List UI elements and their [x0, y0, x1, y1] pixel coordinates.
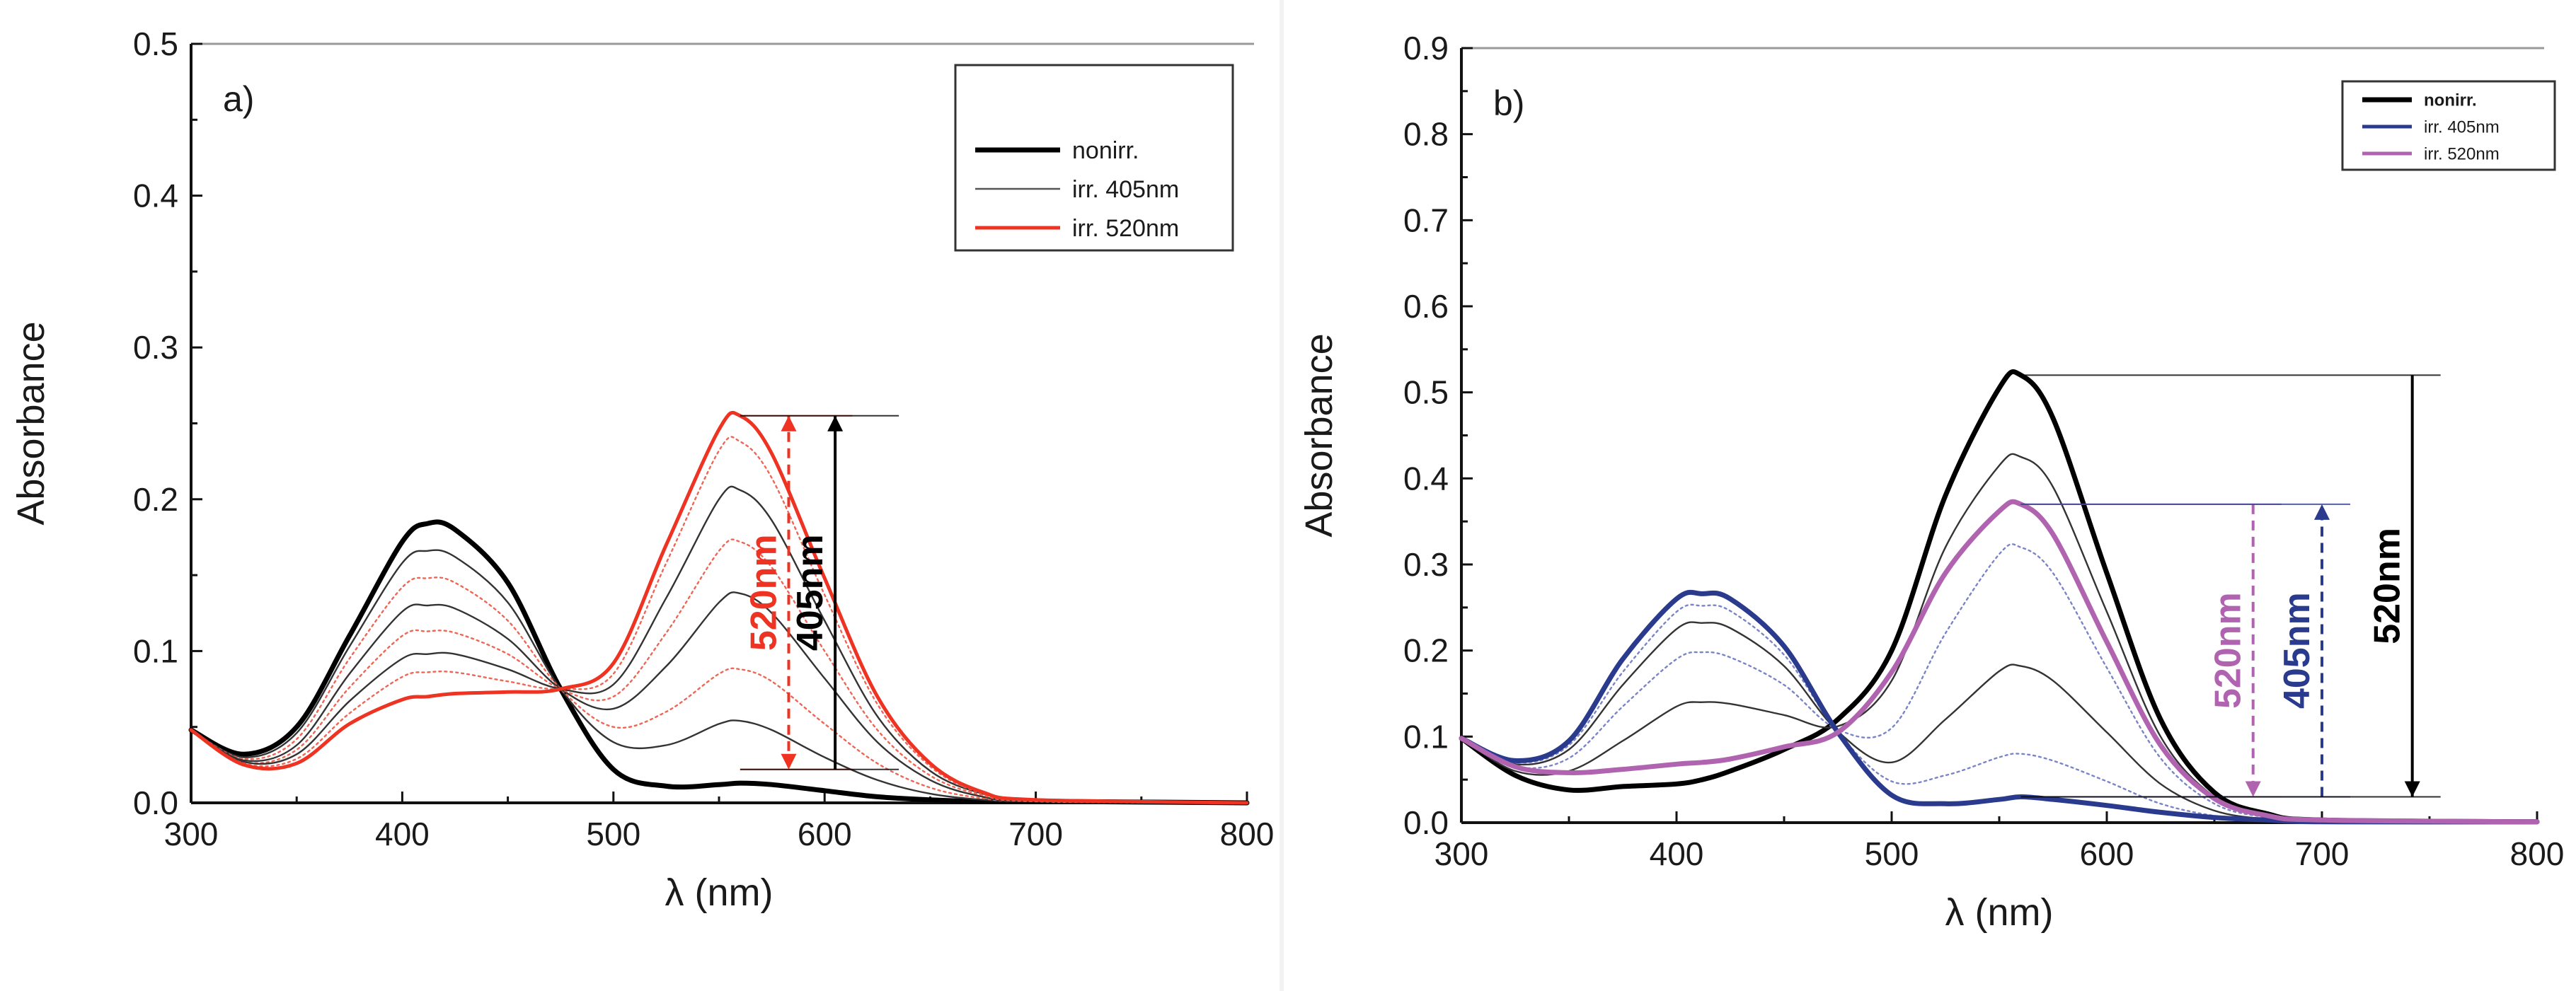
chart-a-svg: 0.0 0.1 0.2 0.3 0.4 0.5 300 400 500 600 700 800 λ (n… — [10, 25, 1274, 914]
x-tick-label: 800 — [2510, 835, 2565, 872]
panel-divider — [1280, 0, 1284, 991]
panel-label: b) — [1493, 83, 1524, 123]
annotation-arrowhead — [2245, 781, 2261, 797]
legend-label: nonirr. — [1072, 137, 1139, 164]
x-tick-label: 600 — [2080, 835, 2134, 872]
series-line-4 — [190, 538, 1248, 804]
y-tick-label: 0.5 — [133, 25, 178, 62]
annotation-label: 520nm — [2208, 592, 2249, 709]
legend-label: irr. 520nm — [1072, 215, 1179, 242]
x-tick-label: 300 — [1434, 835, 1489, 872]
annotation-label: 520nm — [2367, 528, 2408, 644]
annotation-label: 405nm — [2277, 592, 2318, 709]
x-tick-label: 500 — [1865, 835, 1919, 872]
y-tick-label: 0.0 — [1403, 804, 1449, 841]
series-line-0 — [1459, 369, 2540, 825]
chart-panel-a: 0.0 0.1 0.2 0.3 0.4 0.5 300 400 500 600 700 800 λ (n… — [0, 0, 1274, 991]
series-line-6 — [190, 436, 1248, 804]
legend-label: nonirr. — [2424, 91, 2477, 110]
y-tick-label: 0.6 — [1403, 288, 1449, 325]
y-tick-label: 0.4 — [1403, 460, 1449, 497]
y-tick-label: 0.4 — [133, 178, 178, 214]
y-tick-label: 0.9 — [1403, 30, 1449, 66]
x-tick-label: 600 — [798, 816, 852, 852]
y-tick-label: 0.2 — [1403, 632, 1449, 669]
annotation-arrowhead — [2404, 781, 2420, 797]
annotation-arrowhead — [827, 415, 844, 431]
series-line-1 — [190, 549, 1248, 804]
y-tick-label: 0.8 — [1403, 116, 1449, 153]
series-line-5 — [190, 485, 1248, 804]
chart-b-svg: 0.0 0.1 0.2 0.3 0.4 0.5 0.6 0.7 0.8 0.9 300 400 500 6… — [1298, 30, 2565, 934]
series-line-2 — [190, 576, 1248, 804]
y-axis-title: Absorbance — [1298, 333, 1340, 537]
legend-label: irr. 405nm — [2424, 117, 2500, 137]
y-tick-label: 0.2 — [133, 481, 178, 518]
x-tick-label: 400 — [375, 816, 430, 852]
x-tick-label: 500 — [586, 816, 640, 852]
y-tick-label: 0.5 — [1403, 374, 1449, 411]
series-line-3 — [1460, 621, 2538, 823]
legend-box — [954, 64, 1234, 252]
series-line-0 — [188, 519, 1250, 806]
y-axis-title: Absorbance — [10, 321, 52, 525]
y-tick-label: 0.1 — [1403, 718, 1449, 755]
x-tick-label: 700 — [2295, 835, 2350, 872]
series-line-2 — [1460, 543, 2538, 823]
y-tick-label: 0.3 — [133, 329, 178, 366]
chart-panel-b: 0.0 0.1 0.2 0.3 0.4 0.5 0.6 0.7 0.8 0.9 300 400 500 6… — [1288, 0, 2576, 991]
annotation-label: 405nm — [790, 534, 831, 651]
annotation-arrowhead — [781, 415, 797, 431]
x-tick-label: 400 — [1650, 835, 1704, 872]
annotation-arrowhead — [781, 753, 797, 770]
series-line-7 — [189, 410, 1249, 805]
series-line-5 — [1459, 589, 2540, 825]
series-line-3 — [190, 591, 1248, 804]
x-axis-title: λ (nm) — [665, 871, 774, 914]
annotation-arrowhead — [2314, 504, 2330, 520]
x-tick-label: 800 — [1220, 816, 1274, 852]
y-tick-label: 0.3 — [1403, 546, 1449, 583]
annotation-label: 520nm — [743, 534, 784, 651]
y-tick-label: 0.7 — [1403, 202, 1449, 238]
legend-label: irr. 520nm — [2424, 144, 2500, 163]
series-line-6 — [1459, 499, 2540, 825]
y-tick-label: 0.1 — [133, 632, 178, 669]
legend-label: irr. 405nm — [1072, 176, 1179, 203]
x-axis-title: λ (nm) — [1945, 891, 2054, 934]
x-tick-label: 700 — [1008, 816, 1063, 852]
y-tick-label: 0.0 — [133, 784, 178, 821]
x-tick-label: 300 — [164, 816, 219, 852]
panel-label: a) — [223, 79, 254, 119]
